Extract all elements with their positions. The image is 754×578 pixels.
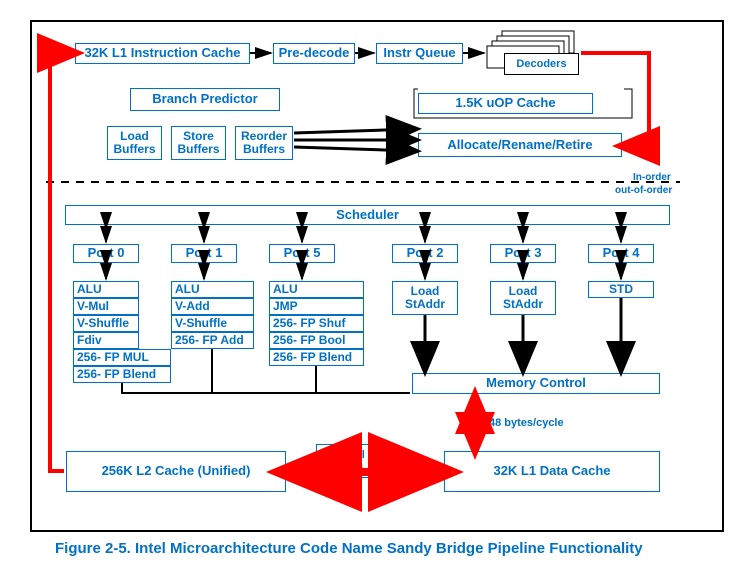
p1-fpadd: 256- FP Add bbox=[171, 332, 254, 349]
p0-fdiv: Fdiv bbox=[73, 332, 139, 349]
port0-box: Port 0 bbox=[73, 244, 139, 263]
p0-vmul: V-Mul bbox=[73, 298, 139, 315]
instr-queue-box: Instr Queue bbox=[376, 43, 463, 64]
port1-box: Port 1 bbox=[171, 244, 237, 263]
l2-cache-box: 256K L2 Cache (Unified) bbox=[66, 451, 286, 492]
load-buffers-box: Load Buffers bbox=[107, 126, 162, 160]
inorder-label: In-order bbox=[633, 172, 671, 183]
memory-control-box: Memory Control bbox=[412, 373, 660, 394]
figure-caption: Figure 2-5. Intel Microarchitecture Code… bbox=[55, 540, 643, 557]
port4-box: Port 4 bbox=[588, 244, 654, 263]
line-fill-buffers-box: Line Fill Buffers bbox=[316, 444, 372, 478]
port2-box: Port 2 bbox=[392, 244, 458, 263]
decoders-box: Decoders bbox=[504, 53, 579, 75]
p3-load: Load StAddr bbox=[490, 281, 556, 315]
p5-fpblend: 256- FP Blend bbox=[269, 349, 364, 366]
reorder-buffers-box: Reorder Buffers bbox=[235, 126, 293, 160]
p1-vadd: V-Add bbox=[171, 298, 254, 315]
predecode-box: Pre-decode bbox=[273, 43, 355, 64]
p5-alu: ALU bbox=[269, 281, 364, 298]
p0-fpmul: 256- FP MUL bbox=[73, 349, 171, 366]
l1-data-cache-box: 32K L1 Data Cache bbox=[444, 451, 660, 492]
p5-fpshuf: 256- FP Shuf bbox=[269, 315, 364, 332]
port3-box: Port 3 bbox=[490, 244, 556, 263]
bandwidth-label: 48 bytes/cycle bbox=[489, 417, 564, 429]
allocate-rename-retire-box: Allocate/Rename/Retire bbox=[418, 133, 622, 157]
p5-jmp: JMP bbox=[269, 298, 364, 315]
branch-predictor-box: Branch Predictor bbox=[130, 88, 280, 111]
p0-fpblend: 256- FP Blend bbox=[73, 366, 171, 383]
p2-load: Load StAddr bbox=[392, 281, 458, 315]
outorder-label: out-of-order bbox=[615, 185, 672, 196]
p4-std: STD bbox=[588, 281, 654, 298]
uop-cache-box: 1.5K uOP Cache bbox=[418, 93, 593, 114]
p1-vshuffle: V-Shuffle bbox=[171, 315, 254, 332]
p5-fpbool: 256- FP Bool bbox=[269, 332, 364, 349]
p0-vshuffle: V-Shuffle bbox=[73, 315, 139, 332]
p0-alu: ALU bbox=[73, 281, 139, 298]
l1-icache-box: 32K L1 Instruction Cache bbox=[75, 43, 250, 64]
p1-alu: ALU bbox=[171, 281, 254, 298]
scheduler-box: Scheduler bbox=[65, 205, 670, 225]
port5-box: Port 5 bbox=[269, 244, 335, 263]
store-buffers-box: Store Buffers bbox=[171, 126, 226, 160]
